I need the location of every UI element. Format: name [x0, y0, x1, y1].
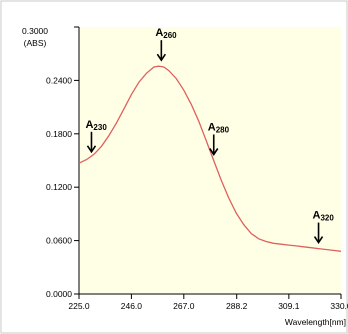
- y-tick-label: 0.0600: [46, 236, 72, 246]
- annotation-label: A320: [313, 210, 335, 223]
- y-axis-max-label: 0.3000: [22, 26, 48, 36]
- x-tick-label: 330.0: [330, 301, 348, 311]
- annotation-label: A280: [208, 122, 230, 135]
- plot-area: [79, 27, 341, 294]
- arrow-head-icon: [156, 53, 167, 62]
- y-tick-label: 0.1200: [46, 182, 72, 192]
- annotation-label: A230: [85, 119, 107, 132]
- arrow-head-icon: [313, 236, 324, 245]
- peak-annotations: A230 A260 A280 A320: [85, 27, 335, 245]
- y-axis-unit-label: (ABS): [24, 38, 47, 48]
- arrow-head-icon: [209, 148, 219, 156]
- x-tick-label: 246.0: [121, 301, 143, 311]
- y-tick-label: 0.2400: [46, 75, 72, 85]
- axis-ticks: 0.0000 0.0600 0.1200 0.1800 0.2400 225.0 246.0…: [46, 26, 348, 311]
- annotation-label: A260: [155, 27, 177, 40]
- arrow-head-icon: [86, 145, 97, 154]
- y-tick-label: 0.0000: [46, 289, 72, 299]
- x-tick-label: 288.2: [226, 301, 248, 311]
- x-tick-label: 225.0: [68, 301, 90, 311]
- x-tick-label: 267.0: [173, 301, 195, 311]
- x-tick-label: 309.1: [278, 301, 300, 311]
- y-tick-label: 0.1800: [46, 129, 72, 139]
- absorbance-curve: [78, 65, 342, 252]
- x-axis-label: Wavelength[nm]: [285, 317, 346, 327]
